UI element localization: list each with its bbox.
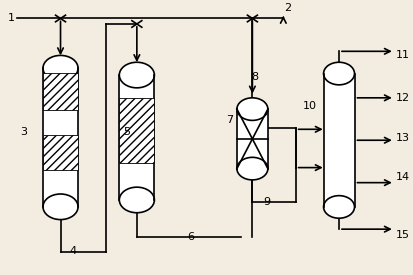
Text: 13: 13	[395, 133, 409, 142]
Text: 4: 4	[69, 246, 76, 256]
Bar	[43, 73, 78, 110]
Bar	[43, 135, 78, 170]
Text: 14: 14	[395, 172, 409, 182]
Ellipse shape	[236, 98, 267, 120]
Ellipse shape	[119, 187, 154, 213]
Text: 8: 8	[250, 72, 257, 82]
Ellipse shape	[323, 196, 354, 218]
Text: 10: 10	[302, 101, 316, 111]
Bar	[119, 75, 154, 200]
Ellipse shape	[43, 194, 78, 219]
Text: 2: 2	[283, 2, 290, 13]
Bar	[43, 68, 78, 207]
Bar	[323, 73, 354, 207]
Ellipse shape	[119, 62, 154, 88]
Ellipse shape	[323, 62, 354, 85]
Text: 6: 6	[187, 232, 194, 242]
Text: 1: 1	[7, 13, 14, 23]
Ellipse shape	[43, 56, 78, 81]
Text: 15: 15	[395, 230, 409, 240]
Bar	[236, 109, 267, 169]
Text: 7: 7	[225, 115, 233, 125]
Text: 5: 5	[123, 127, 130, 137]
Text: 9: 9	[263, 197, 270, 207]
Ellipse shape	[236, 157, 267, 180]
Bar	[119, 98, 154, 164]
Text: 11: 11	[395, 50, 409, 60]
Text: 3: 3	[20, 127, 27, 137]
Text: 12: 12	[395, 93, 409, 103]
